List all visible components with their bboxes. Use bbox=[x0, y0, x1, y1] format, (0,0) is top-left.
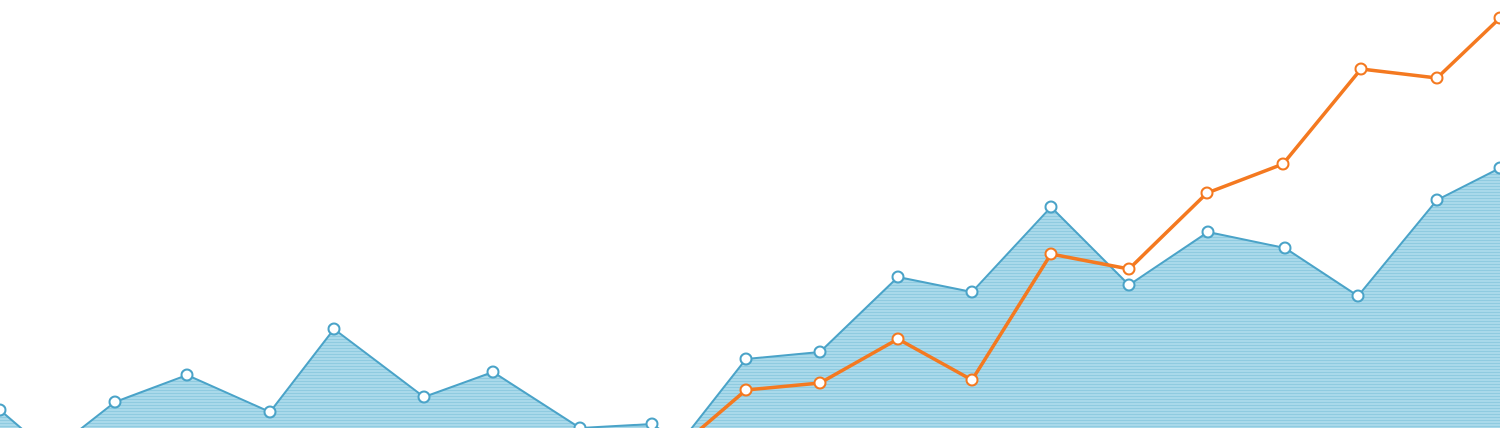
point bbox=[327, 322, 341, 336]
line bbox=[0, 167, 1500, 428]
point bbox=[486, 365, 500, 379]
point bbox=[180, 368, 194, 382]
point bbox=[1278, 241, 1292, 255]
point bbox=[739, 352, 753, 366]
point bbox=[573, 421, 587, 428]
point bbox=[1122, 278, 1136, 292]
line bbox=[698, 16, 1500, 428]
point bbox=[1044, 247, 1058, 261]
point bbox=[108, 395, 122, 409]
point bbox=[965, 285, 979, 299]
point bbox=[1276, 157, 1290, 171]
point bbox=[965, 373, 979, 387]
area bbox=[0, 168, 1500, 428]
point bbox=[1351, 289, 1365, 303]
point bbox=[1200, 186, 1214, 200]
point bbox=[417, 390, 431, 404]
point bbox=[1044, 200, 1058, 214]
point bbox=[1493, 161, 1500, 175]
point bbox=[891, 332, 905, 346]
point bbox=[1201, 225, 1215, 239]
point bbox=[1430, 193, 1444, 207]
point bbox=[813, 376, 827, 390]
point bbox=[891, 270, 905, 284]
point bbox=[0, 403, 7, 417]
point bbox=[813, 345, 827, 359]
point bbox=[1493, 11, 1500, 25]
plot-area bbox=[0, 11, 1500, 428]
point bbox=[1430, 71, 1444, 85]
point bbox=[1122, 262, 1136, 276]
point bbox=[263, 405, 277, 419]
point bbox=[1354, 62, 1368, 76]
point bbox=[645, 417, 659, 428]
point bbox=[739, 383, 753, 397]
